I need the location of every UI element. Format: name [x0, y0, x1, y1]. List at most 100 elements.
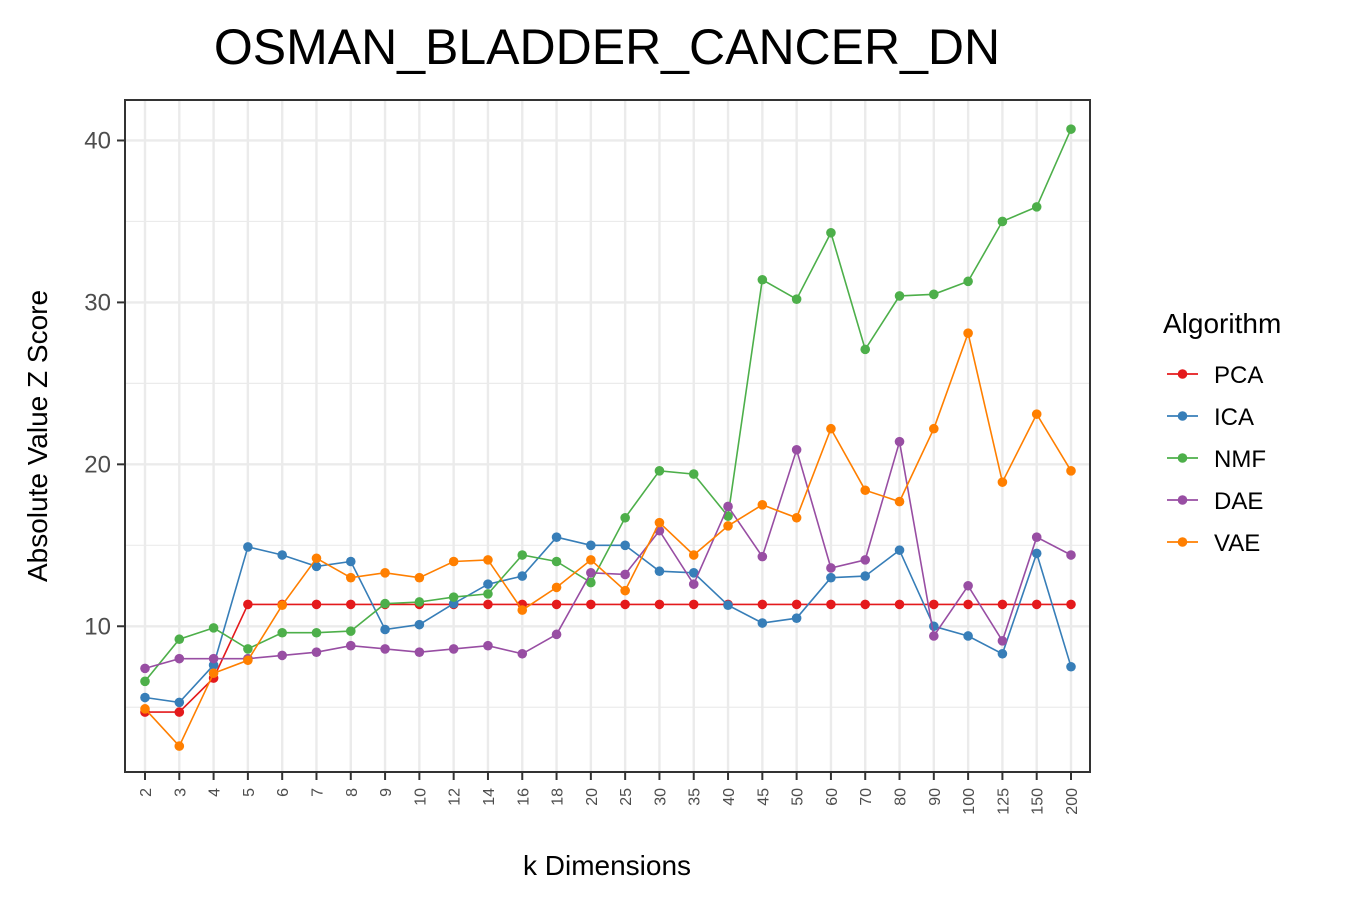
- x-tick-label: 200: [1064, 788, 1081, 815]
- data-point-dae: [826, 563, 836, 573]
- legend-label: VAE: [1214, 530, 1260, 557]
- data-point-pca: [243, 599, 253, 610]
- data-point-dae: [140, 663, 150, 674]
- y-tick-label: 30: [84, 289, 111, 316]
- data-point-nmf: [997, 216, 1008, 227]
- data-point-pca: [551, 599, 562, 610]
- series-nmf: [140, 124, 1076, 687]
- data-point-dae: [791, 444, 802, 455]
- data-point-vae: [826, 423, 836, 434]
- legend-key-point: [1177, 411, 1188, 421]
- legend-item-nmf: NMF: [1167, 446, 1266, 473]
- data-point-dae: [860, 555, 871, 565]
- data-point-ica: [894, 545, 905, 555]
- series-dae: [140, 436, 1076, 674]
- data-point-nmf: [826, 227, 836, 238]
- data-point-pca: [791, 599, 802, 610]
- data-point-dae: [723, 501, 733, 512]
- data-point-vae: [791, 512, 802, 523]
- data-point-ica: [963, 631, 973, 641]
- legend-label: DAE: [1214, 488, 1263, 515]
- data-point-ica: [757, 618, 768, 628]
- y-axis-title: Absolute Value Z Score: [22, 290, 53, 582]
- data-point-nmf: [586, 577, 596, 588]
- data-point-dae: [620, 569, 630, 580]
- data-point-ica: [826, 572, 836, 583]
- legend-label: NMF: [1214, 446, 1266, 473]
- data-point-pca: [654, 599, 665, 610]
- series-line-vae: [144, 330, 1072, 748]
- data-point-vae: [654, 517, 665, 528]
- data-point-vae: [311, 553, 322, 564]
- data-point-ica: [860, 571, 871, 581]
- x-tick-label: 10: [412, 788, 429, 806]
- data-point-pca: [1066, 599, 1076, 610]
- x-tick-label: 7: [309, 788, 326, 797]
- data-point-nmf: [620, 512, 630, 523]
- data-point-nmf: [723, 511, 733, 521]
- series-ica: [140, 532, 1076, 708]
- data-point-vae: [620, 585, 630, 596]
- data-point-vae: [1066, 466, 1076, 476]
- data-point-vae: [688, 550, 699, 560]
- x-tick-label: 30: [652, 788, 669, 806]
- x-tick-label: 18: [550, 788, 567, 806]
- data-point-vae: [894, 496, 905, 507]
- data-point-ica: [654, 566, 665, 577]
- data-point-nmf: [551, 556, 562, 567]
- x-tick-label: 4: [207, 788, 224, 797]
- data-point-nmf: [174, 634, 185, 645]
- legend-items: PCA ICA NMF DAE VAE: [1167, 362, 1266, 557]
- data-point-ica: [1031, 548, 1042, 559]
- y-axis: 10 20 30 40: [84, 127, 125, 640]
- grid: [125, 100, 1090, 772]
- data-point-vae: [1031, 409, 1042, 419]
- data-point-vae: [380, 568, 390, 578]
- legend-item-vae: VAE: [1167, 530, 1260, 557]
- data-point-ica: [414, 619, 425, 630]
- x-tick-label: 150: [1030, 788, 1047, 815]
- data-point-ica: [586, 540, 596, 551]
- x-tick-label: 2: [138, 788, 155, 797]
- data-point-pca: [826, 599, 836, 610]
- data-point-ica: [688, 568, 699, 578]
- data-point-dae: [757, 551, 768, 562]
- data-point-pca: [586, 599, 596, 610]
- data-point-pca: [894, 599, 905, 610]
- data-point-ica: [174, 697, 185, 708]
- data-point-ica: [791, 613, 802, 623]
- data-point-ica: [483, 579, 493, 589]
- data-point-dae: [174, 653, 185, 664]
- data-point-vae: [997, 477, 1008, 487]
- data-point-ica: [997, 648, 1008, 659]
- data-point-vae: [277, 600, 287, 611]
- series-line-nmf: [144, 128, 1072, 682]
- x-tick-label: 35: [687, 788, 704, 806]
- data-point-nmf: [929, 289, 939, 300]
- data-point-nmf: [277, 627, 287, 638]
- data-point-ica: [140, 692, 150, 703]
- x-tick-label: 20: [584, 788, 601, 806]
- data-point-vae: [757, 500, 768, 510]
- data-point-ica: [620, 540, 630, 551]
- data-point-pca: [345, 599, 356, 610]
- data-point-nmf: [791, 294, 802, 304]
- x-tick-label: 125: [995, 788, 1012, 815]
- data-point-nmf: [757, 274, 768, 285]
- data-point-pca: [688, 599, 699, 610]
- x-tick-label: 14: [481, 788, 498, 806]
- x-tick-label: 9: [378, 788, 395, 797]
- data-point-ica: [517, 571, 528, 581]
- data-point-vae: [208, 668, 219, 679]
- data-point-vae: [517, 605, 528, 615]
- plot-panel-border: [124, 99, 1091, 773]
- series-line-ica: [144, 536, 1072, 704]
- data-point-pca: [860, 599, 871, 610]
- series-line-dae: [144, 441, 1072, 670]
- data-point-vae: [483, 555, 493, 565]
- data-point-ica: [311, 561, 322, 572]
- data-point-pca: [997, 599, 1008, 610]
- legend-item-dae: DAE: [1167, 488, 1263, 515]
- data-point-vae: [414, 572, 425, 583]
- legend-key-point: [1177, 453, 1188, 463]
